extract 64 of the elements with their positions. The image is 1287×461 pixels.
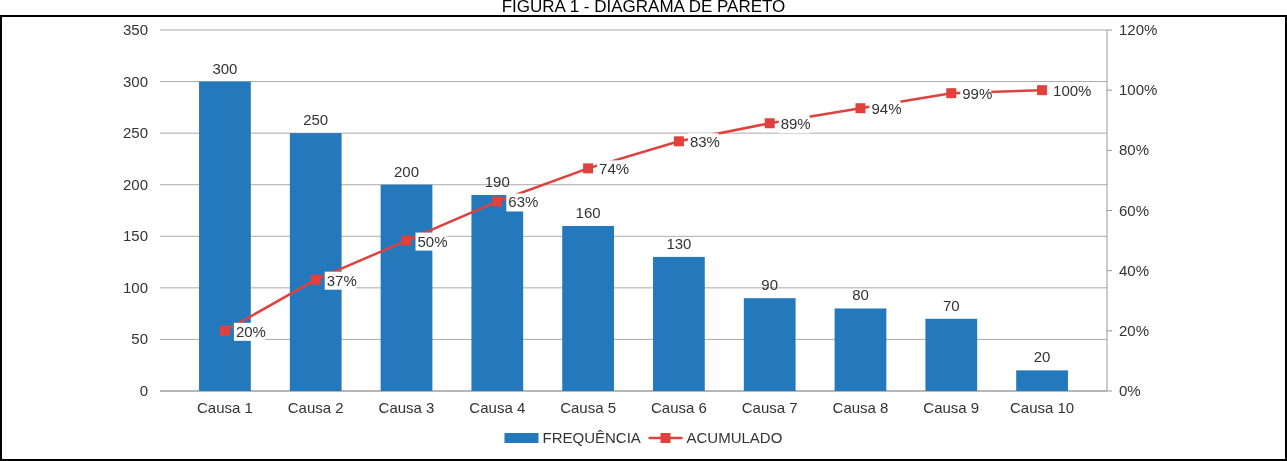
point <box>1037 85 1048 96</box>
bar <box>743 298 796 391</box>
bar <box>925 318 978 391</box>
point <box>219 325 230 336</box>
point <box>673 136 684 147</box>
point <box>946 88 957 99</box>
legend-label: FREQUÊNCIA <box>542 429 641 446</box>
point <box>583 163 594 174</box>
data-label: 80 <box>852 286 869 304</box>
point <box>401 235 412 246</box>
y-tick-label: 350 <box>122 21 148 38</box>
y2-tick-label: 100% <box>1119 81 1158 99</box>
x-tick-label: Causa 9 <box>923 399 980 416</box>
data-label: 200 <box>393 162 420 180</box>
x-tick-label: Causa 10 <box>1009 399 1075 416</box>
y-tick-label: 300 <box>122 72 148 90</box>
data-label: 20% <box>235 322 266 340</box>
x-tick-label: Causa 1 <box>196 399 253 416</box>
y2-tick-label: 60% <box>1119 201 1150 219</box>
point <box>492 196 503 207</box>
x-tick-label: Causa 7 <box>741 399 798 416</box>
y-tick-label: 200 <box>122 175 148 193</box>
data-label: 89% <box>780 115 811 133</box>
data-label: 70 <box>942 296 960 314</box>
y-tick-label: 0 <box>139 382 148 399</box>
data-label: 50% <box>417 232 448 250</box>
point <box>764 118 775 129</box>
y2-tick-label: 80% <box>1119 141 1150 159</box>
chart-title: FIGURA 1 - DIAGRAMA DE PARETO <box>501 0 786 16</box>
x-tick-label: Causa 2 <box>287 399 344 416</box>
x-tick-label: Causa 5 <box>560 399 617 416</box>
y2-tick-label: 20% <box>1119 321 1150 339</box>
point <box>855 103 866 114</box>
data-label: 160 <box>575 203 601 221</box>
data-label: 20 <box>1033 348 1051 366</box>
y-tick-label: 50 <box>131 330 148 348</box>
y-tick-label: 150 <box>122 227 148 245</box>
y2-tick-label: 0% <box>1119 382 1141 399</box>
data-label: 99% <box>962 85 993 103</box>
data-label: 130 <box>666 234 692 252</box>
bar <box>653 256 705 391</box>
y2-tick-label: 120% <box>1119 21 1158 38</box>
y2-tick-label: 40% <box>1119 261 1150 279</box>
data-label: 100% <box>1053 82 1092 100</box>
data-label: 90 <box>761 276 779 294</box>
x-tick-label: Causa 6 <box>650 399 707 416</box>
x-tick-label: Causa 8 <box>832 399 889 416</box>
bar <box>834 308 887 391</box>
data-label: 83% <box>689 133 720 151</box>
data-label: 250 <box>303 111 329 129</box>
x-tick-label: Causa 4 <box>469 399 526 416</box>
data-label: 190 <box>484 173 510 191</box>
y-tick-label: 100 <box>122 278 148 296</box>
data-label: 300 <box>212 59 238 77</box>
bar <box>562 225 614 391</box>
data-label: 63% <box>508 193 539 211</box>
point <box>310 274 321 285</box>
data-label: 37% <box>326 271 357 289</box>
data-label: 74% <box>599 160 630 178</box>
bar <box>1016 370 1068 391</box>
x-tick-label: Causa 3 <box>378 399 435 416</box>
y-tick-label: 250 <box>122 124 148 142</box>
legend-label: ACUMULADO <box>686 429 783 446</box>
data-label: 94% <box>871 100 902 118</box>
